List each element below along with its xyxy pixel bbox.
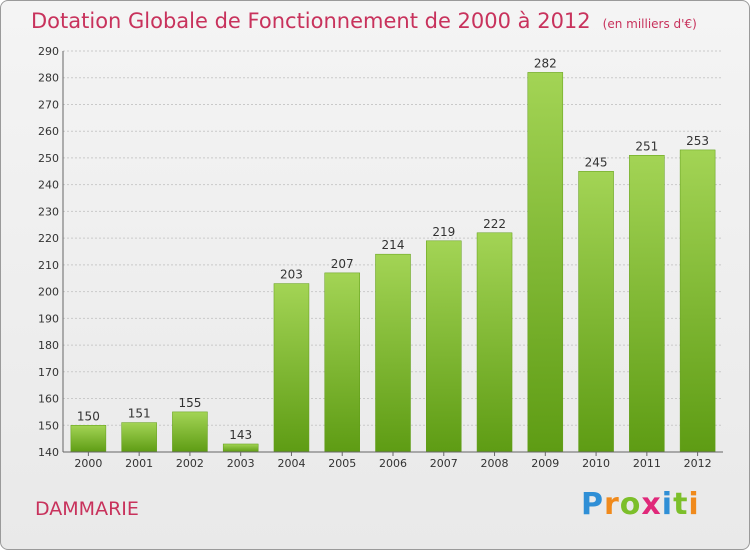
bar <box>121 422 157 453</box>
brand-letter: x <box>641 487 662 522</box>
chart-unit: (en milliers d'€) <box>602 17 697 31</box>
x-tick-label: 2002 <box>176 457 204 470</box>
y-tick-label: 230 <box>38 205 59 218</box>
x-tick-label: 2011 <box>633 457 661 470</box>
bar-value-label: 155 <box>178 396 201 410</box>
x-tick-label: 2001 <box>125 457 153 470</box>
y-tick-label: 210 <box>38 259 59 272</box>
brand-letter: i <box>661 487 674 522</box>
bar-value-label: 150 <box>77 409 100 423</box>
bar <box>324 272 360 453</box>
bar <box>527 72 564 453</box>
bar <box>273 283 310 453</box>
x-axis: 2000 2001 2002 2003 2004 2005 2006 2007 2008 2009… <box>63 451 723 470</box>
bar <box>629 155 665 453</box>
brand-letter: t <box>673 487 689 522</box>
bar <box>578 171 614 453</box>
bar-value-label: 253 <box>686 134 709 148</box>
x-tick-label: 2007 <box>430 457 458 470</box>
bar <box>375 253 411 453</box>
x-tick-label: 2010 <box>582 457 610 470</box>
bar <box>426 240 462 453</box>
x-tick-label: 2008 <box>481 457 509 470</box>
x-tick-label: 2006 <box>379 457 407 470</box>
y-tick-label: 250 <box>38 152 59 165</box>
chart-title: Dotation Globale de Fonctionnement de 20… <box>31 9 697 33</box>
x-tick-label: 2004 <box>277 457 305 470</box>
x-tick-label: 2005 <box>328 457 356 470</box>
bar <box>679 149 716 453</box>
x-tick-label: 2000 <box>74 457 102 470</box>
y-tick-label: 140 <box>38 446 59 459</box>
x-tick-label: 2003 <box>227 457 255 470</box>
y-tick-label: 190 <box>38 312 59 325</box>
y-tick-label: 280 <box>38 72 59 85</box>
bar <box>222 443 259 453</box>
bar-value-label: 151 <box>128 407 151 421</box>
bar-value-label: 282 <box>534 56 557 70</box>
bar <box>476 232 513 453</box>
bar-value-label: 251 <box>635 139 658 153</box>
bar-value-label: 143 <box>229 428 252 442</box>
y-tick-label: 260 <box>38 125 59 138</box>
bar-value-label: 245 <box>585 155 608 169</box>
y-tick-label: 200 <box>38 286 59 299</box>
proxiti-logo: Proxiti <box>581 487 700 522</box>
y-tick-label: 270 <box>38 98 59 111</box>
y-tick-label: 170 <box>38 366 59 379</box>
y-tick-label: 180 <box>38 339 59 352</box>
x-tick-label: 2012 <box>684 457 712 470</box>
y-tick-label: 150 <box>38 419 59 432</box>
bar-value-label: 214 <box>382 238 405 252</box>
bar-value-label: 222 <box>483 217 506 231</box>
brand-letter: r <box>604 487 620 522</box>
y-tick-label: 220 <box>38 232 59 245</box>
y-tick-label: 160 <box>38 393 59 406</box>
commune-name: DAMMARIE <box>35 498 139 520</box>
brand-letter: i <box>688 487 700 522</box>
bars: 150 151 155 143 203 207 214 219 222 282 245 251 253 <box>70 56 716 453</box>
bar-value-label: 219 <box>432 225 455 239</box>
bar <box>172 411 208 453</box>
bar <box>70 425 107 453</box>
y-tick-label: 240 <box>38 179 59 192</box>
y-tick-label: 290 <box>38 45 59 58</box>
brand-letter: o <box>619 487 642 522</box>
y-axis: 140 150 160 170 180 190 200 210 220 230 240 250 260 2… <box>38 45 64 459</box>
brand-letter: P <box>581 487 604 522</box>
x-tick-label: 2009 <box>531 457 559 470</box>
bar-value-label: 203 <box>280 268 303 282</box>
bar-value-label: 207 <box>331 257 354 271</box>
